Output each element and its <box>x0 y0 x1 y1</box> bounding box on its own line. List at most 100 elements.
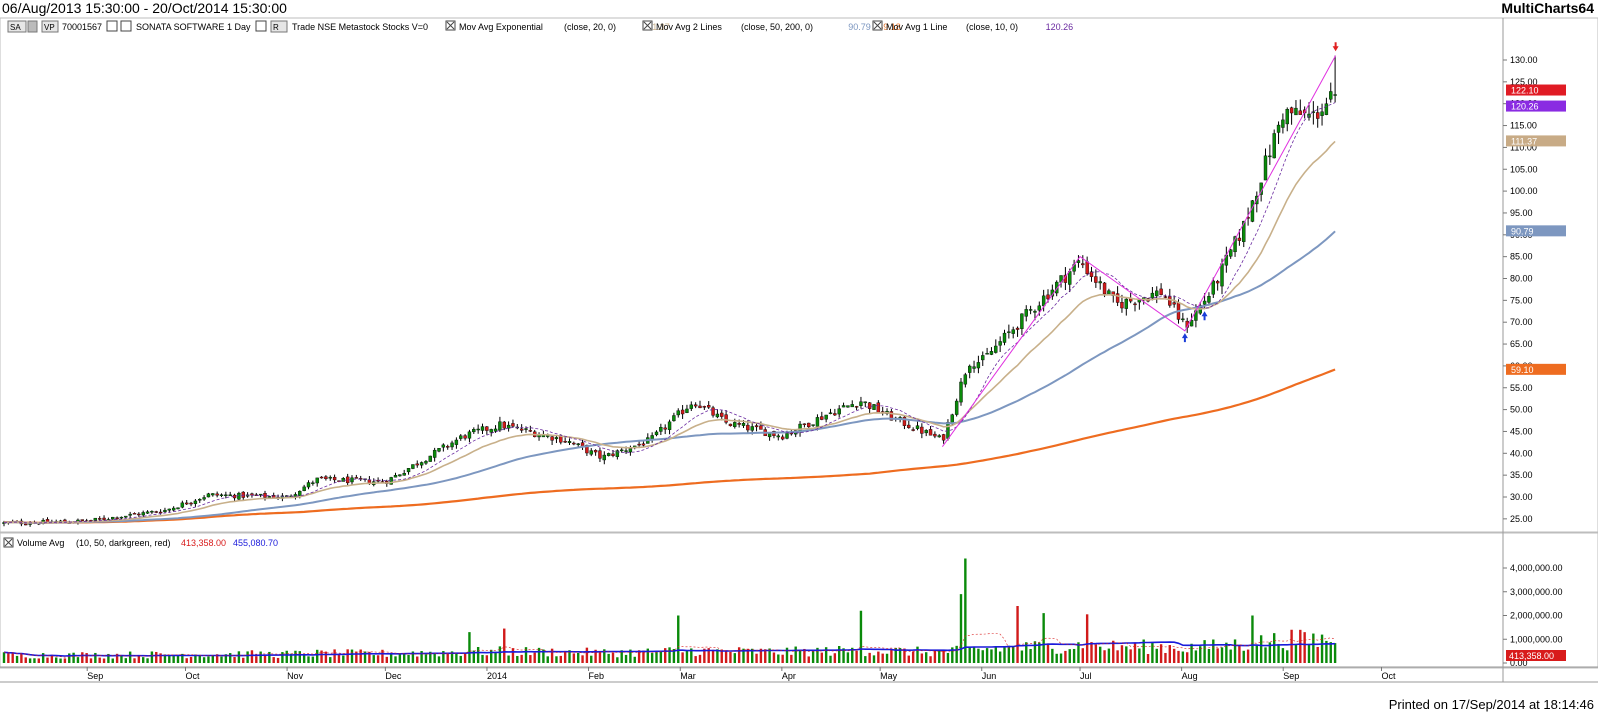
candle <box>863 401 867 404</box>
candle <box>972 366 976 369</box>
candle <box>1033 310 1037 313</box>
volume-bar <box>790 654 793 663</box>
candle <box>237 492 241 500</box>
volume-bar <box>1107 648 1111 663</box>
volume-bar <box>1203 640 1206 663</box>
candle <box>1102 282 1107 295</box>
time-tick-label: Aug <box>1182 671 1198 681</box>
volume-bar <box>1151 642 1154 663</box>
price-tick-label: 85.00 <box>1510 252 1533 262</box>
candle <box>593 450 598 453</box>
candle <box>398 474 402 477</box>
volume-bar <box>442 651 445 663</box>
volume-bar <box>1138 648 1141 663</box>
volume-bar <box>803 648 806 663</box>
candle <box>711 407 715 416</box>
volume-bar <box>503 628 506 663</box>
volume-bar <box>611 652 615 663</box>
volume-study-name: Volume Avg <box>17 538 64 548</box>
instrument-dropdown-icon[interactable] <box>106 20 118 32</box>
volume-bar <box>281 652 284 663</box>
price-badge <box>1506 363 1566 375</box>
volume-bar <box>894 647 897 663</box>
candle <box>1272 133 1276 159</box>
volume-tick-label: 0.00 <box>1510 658 1528 668</box>
candle <box>258 493 263 496</box>
candle <box>489 429 493 433</box>
volume-bar <box>1325 640 1328 663</box>
volume-bar <box>620 650 623 663</box>
volume-bar <box>1064 650 1067 663</box>
volume-bar <box>298 651 301 663</box>
volume-bar <box>833 653 837 663</box>
candle <box>737 423 741 425</box>
volume-bar <box>263 655 267 663</box>
volume-bar <box>1042 613 1045 663</box>
volume-bar <box>755 653 758 663</box>
candle <box>502 421 506 429</box>
candle <box>746 424 750 431</box>
volume-bar <box>1225 642 1228 663</box>
volume-bar <box>329 657 332 663</box>
time-tick-label: Feb <box>589 671 605 681</box>
symbol-button[interactable] <box>7 20 27 33</box>
volume-bar <box>1259 635 1263 663</box>
volume-bar <box>1329 642 1332 663</box>
volume-bar <box>946 653 950 663</box>
symbol-dropdown[interactable] <box>27 20 38 33</box>
candle <box>97 518 102 520</box>
volume-bar <box>1051 648 1054 663</box>
candle <box>1181 318 1185 321</box>
price-tick-label: 80.00 <box>1510 274 1533 284</box>
vp-button[interactable] <box>41 20 59 33</box>
volume-study-value2: 455,080.70 <box>233 538 278 548</box>
candle <box>1268 155 1272 158</box>
candle <box>419 462 424 466</box>
volume-bar <box>855 650 858 663</box>
volume-bar <box>646 648 649 663</box>
volume-bar <box>420 651 423 663</box>
candle <box>559 436 563 443</box>
resolution-dropdown-icon[interactable] <box>255 20 267 32</box>
chart-type-icon[interactable] <box>120 20 132 32</box>
candle <box>659 427 663 432</box>
candle <box>459 435 463 439</box>
volume-bar <box>555 656 558 663</box>
volume-bar <box>407 654 410 663</box>
candle <box>1329 91 1333 100</box>
volume-bar <box>777 654 780 663</box>
candle <box>854 406 859 408</box>
price-tick-label: 50.00 <box>1510 405 1533 415</box>
price-panel-frame <box>0 17 1598 533</box>
candle <box>754 425 759 428</box>
ma2-study-params: (close, 50, 200, 0) <box>741 22 813 32</box>
volume-bar <box>94 652 97 663</box>
candle <box>137 513 141 516</box>
candle <box>733 422 737 427</box>
volume-bar <box>829 655 832 663</box>
volume-bar <box>959 594 963 663</box>
volume-bar <box>938 650 941 663</box>
range-button[interactable] <box>270 20 288 33</box>
ma50-line <box>3 230 1336 525</box>
time-tick-label: Dec <box>385 671 402 681</box>
candle <box>298 490 302 496</box>
candle <box>198 499 202 501</box>
volume-bar <box>1268 642 1272 663</box>
volume-bar <box>781 654 784 663</box>
candle <box>628 448 633 453</box>
volume-bar <box>1333 643 1337 663</box>
symbol-id: 70001567 <box>62 22 102 32</box>
volume-bar <box>350 649 354 663</box>
volume-bar <box>1320 634 1324 663</box>
volume-bar <box>276 657 280 663</box>
candle <box>989 351 994 355</box>
time-tick-label: Nov <box>287 671 304 681</box>
price-badge-label: 120.26 <box>1511 102 1539 112</box>
volume-bar <box>372 655 375 663</box>
volume-bar <box>859 610 863 663</box>
candle <box>902 416 907 426</box>
volume-bar <box>107 653 110 663</box>
volume-bar <box>268 651 271 663</box>
